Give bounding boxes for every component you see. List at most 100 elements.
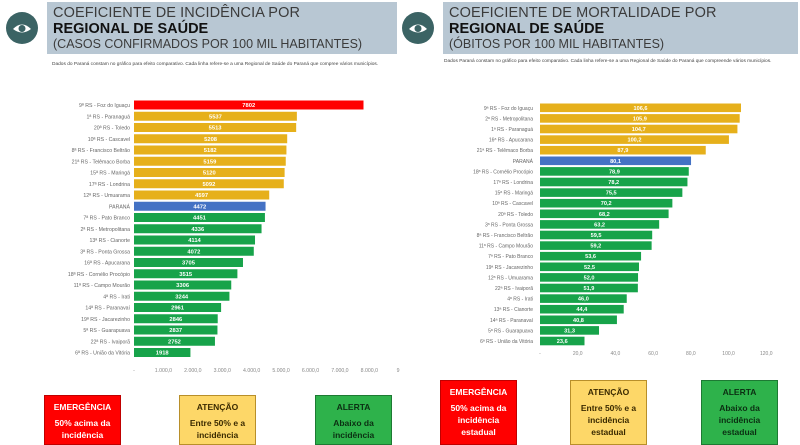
category-label: 15ª RS - Maringá: [90, 171, 130, 177]
data-label: 75,5: [606, 191, 617, 197]
chart-subtitle: (ÓBITOS POR 100 MIL HABITANTES): [449, 37, 665, 51]
x-tick-label: 100,0: [722, 351, 735, 357]
category-label: 4ª RS - Irati: [103, 294, 130, 300]
category-label: 18ª RS - Cornélio Procópio: [473, 169, 533, 175]
data-label: 100,2: [627, 138, 641, 144]
data-label: 4072: [187, 249, 200, 255]
category-label: 20ª RS - Toledo: [498, 212, 533, 218]
data-label: 40,8: [573, 318, 584, 324]
category-label: 22ª RS - Ivaiporã: [91, 339, 131, 345]
legend-emergency-desc: 50% acima da incidência estadual: [450, 403, 507, 437]
data-label: 5513: [209, 126, 223, 132]
data-label: 59,2: [590, 244, 601, 250]
x-tick-label: 6.000,0: [302, 368, 319, 374]
data-label: 70,2: [601, 201, 612, 207]
x-tick-label: -: [133, 368, 135, 374]
bar: [540, 230, 653, 240]
category-label: 11ª RS - Campo Mourão: [74, 283, 130, 289]
category-label: 9ª RS - Foz do Iguaçu: [484, 106, 533, 112]
bar: [540, 273, 639, 282]
bar: [540, 198, 673, 208]
bar: [134, 111, 297, 121]
bar: [540, 304, 624, 314]
category-label: 14ª RS - Paranavaí: [490, 318, 534, 324]
chart-subtitle: (CASOS CONFIRMADOS POR 100 MIL HABITANTE…: [53, 37, 363, 51]
eye-icon: [409, 24, 427, 33]
data-label: 5208: [204, 137, 218, 143]
category-label: 21ª RS - Telêmaco Borba: [477, 148, 533, 154]
bar: [540, 283, 638, 293]
chart-header: COEFICIENTE DE MORTALIDADE POR REGIONAL …: [443, 2, 798, 54]
data-label: 53,6: [585, 254, 596, 260]
bar: [134, 100, 364, 110]
x-tick-label: 1.000,0: [155, 368, 172, 374]
logo: [6, 12, 38, 44]
logo: [402, 12, 434, 44]
category-label: 10ª RS - Cascavel: [88, 137, 130, 143]
bar: [134, 179, 284, 189]
category-label: 20ª RS - Toledo: [94, 126, 130, 132]
category-label: 22ª RS - Ivaiporã: [495, 286, 533, 292]
bar: [134, 291, 230, 301]
bar: [134, 168, 285, 177]
legend-attention-desc: Entre 50% e a incidência: [189, 418, 246, 440]
x-tick-label: 7.000,0: [331, 368, 348, 374]
category-label: 14ª RS - Paranavaí: [85, 306, 130, 312]
x-tick-label: 8.000,0: [361, 368, 378, 374]
legend-attention-title: ATENÇÃO: [587, 387, 630, 397]
x-tick-label: 3.000,0: [214, 368, 231, 374]
x-tick-label: 4.000,0: [243, 368, 260, 374]
x-tick-label: 2.000,0: [184, 368, 201, 374]
data-label: 44,4: [576, 307, 588, 313]
bar: [540, 145, 706, 155]
x-tick-label: -: [539, 351, 541, 357]
legend-emergency: EMERGÊNCIA 50% acima da incidência: [44, 395, 121, 445]
legend-attention-title: ATENÇÃO: [196, 402, 239, 412]
bar: [134, 336, 215, 346]
category-label: 7ª RS - Pato Branco: [488, 254, 533, 260]
data-label: 2837: [169, 328, 182, 334]
category-label: 19ª RS - Jacarezinho: [486, 265, 533, 271]
data-label: 3306: [176, 283, 190, 289]
data-label: 87,9: [617, 148, 628, 154]
data-label: 4336: [191, 227, 205, 233]
data-label: 2752: [168, 339, 181, 345]
category-label: 21ª RS - Telêmaco Borba: [72, 159, 130, 165]
legend-emergency-desc: 50% acima da incidência: [54, 418, 111, 440]
bar: [134, 213, 265, 222]
category-label: 16ª RS - Apucarana: [84, 261, 130, 267]
data-label: 5092: [202, 182, 215, 188]
data-label: 68,2: [599, 212, 610, 218]
data-label: 2961: [171, 306, 185, 312]
category-label: 12ª RS - Umuarama: [83, 193, 130, 199]
incidence-panel: COEFICIENTE DE INCIDÊNCIA POR REGIONAL D…: [6, 2, 400, 445]
data-label: 46,0: [578, 297, 589, 303]
bar: [134, 123, 297, 132]
bar: [134, 156, 286, 166]
bar: [134, 258, 243, 267]
eye-icon: [13, 24, 31, 33]
legend-alert-desc: Abaixo da incidência: [332, 418, 375, 440]
bar: [540, 167, 689, 176]
legend-attention-desc: Entre 50% e a incidência estadual: [580, 403, 637, 437]
chart-title-line1: COEFICIENTE DE MORTALIDADE POR: [449, 5, 717, 21]
x-tick-label: 120,0: [760, 351, 773, 357]
data-label: 5537: [209, 114, 222, 120]
bar: [134, 235, 256, 245]
bar: [540, 209, 669, 219]
data-label: 3705: [182, 261, 196, 267]
data-label: 5120: [203, 171, 216, 177]
bar: [540, 336, 585, 346]
legend-alert-desc: Abaixo da incidência estadual: [718, 403, 761, 437]
data-label: 51,9: [583, 286, 594, 292]
bar: [540, 315, 617, 325]
legend-attention: ATENÇÃO Entre 50% e a incidência: [179, 395, 256, 445]
category-label: 12ª RS - Umuarama: [488, 275, 533, 281]
bar: [134, 201, 266, 211]
category-label: 2ª RS - Metropolitana: [485, 116, 533, 122]
category-label: 16ª RS - Apucarana: [489, 138, 533, 144]
bar: [134, 190, 270, 200]
bar: [134, 269, 238, 279]
chart-note: Dados Paraná constam no gráfico para efe…: [444, 59, 772, 64]
data-label: 4114: [188, 238, 201, 244]
